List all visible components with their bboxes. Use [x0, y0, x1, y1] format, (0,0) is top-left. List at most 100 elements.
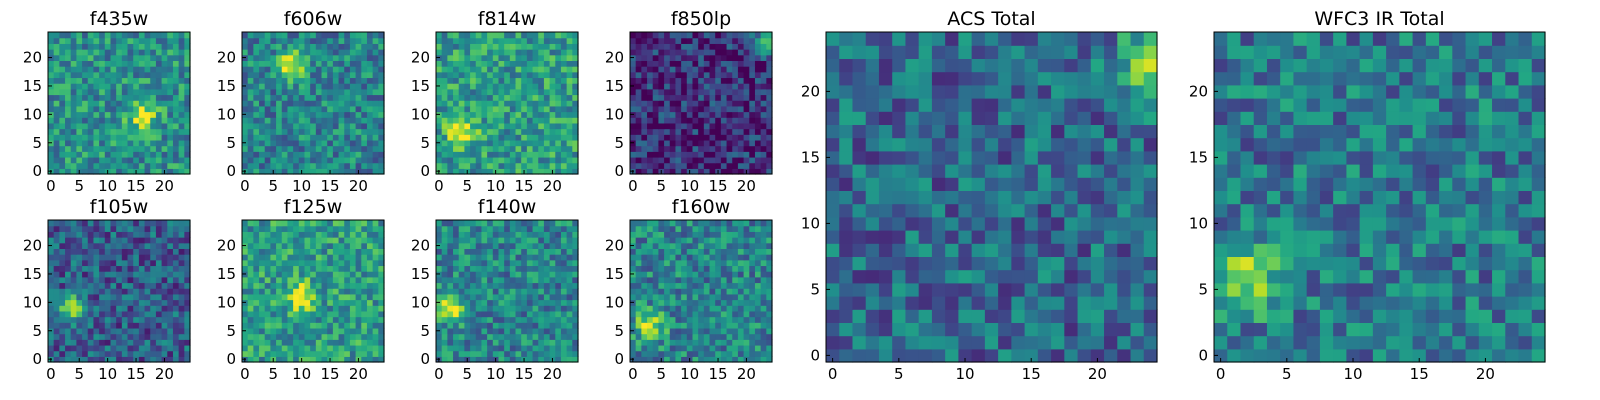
heatmap-cell	[259, 356, 266, 363]
heatmap-cell	[543, 134, 551, 141]
heatmap-cell	[332, 77, 340, 84]
heatmap-cell	[155, 225, 163, 232]
heatmap-cell	[366, 156, 374, 164]
heatmap-cell	[538, 248, 545, 255]
heatmap-cell	[635, 32, 642, 39]
heatmap-cell	[172, 322, 180, 329]
heatmap-cell	[82, 248, 89, 255]
heatmap-cell	[647, 322, 654, 329]
heatmap-cell	[549, 322, 556, 329]
heatmap-cell	[253, 145, 260, 152]
heatmap-cell	[715, 88, 722, 96]
heatmap-cell	[144, 339, 151, 346]
heatmap-cell	[253, 276, 260, 284]
heatmap-cell	[93, 60, 100, 67]
heatmap-cell	[65, 66, 72, 73]
heatmap-cell	[276, 77, 283, 84]
heatmap-cell	[464, 350, 471, 357]
heatmap-cell	[121, 117, 129, 124]
heatmap-cell	[65, 117, 72, 124]
heatmap-cell	[366, 117, 374, 124]
heatmap-cell	[641, 316, 648, 323]
heatmap-cell	[498, 100, 505, 107]
heatmap-cell	[87, 83, 95, 90]
heatmap-cell	[464, 225, 471, 232]
heatmap-cell	[133, 259, 140, 267]
heatmap-cell	[487, 225, 494, 232]
heatmap-cell	[754, 145, 762, 152]
heatmap-cell	[104, 88, 112, 96]
heatmap-cell	[658, 88, 665, 96]
heatmap-cell	[470, 54, 477, 61]
heatmap-cell	[436, 316, 443, 323]
heatmap-cell	[270, 43, 277, 50]
heatmap-cell	[378, 254, 385, 261]
heatmap-cell	[549, 344, 556, 352]
heatmap-cell	[521, 156, 528, 164]
heatmap-cell	[658, 293, 665, 301]
heatmap-cell	[458, 139, 465, 147]
heatmap-cell	[161, 220, 168, 227]
heatmap-cell	[549, 105, 556, 113]
heatmap-cell	[82, 225, 89, 232]
heatmap-cell	[99, 60, 106, 67]
heatmap-cell	[532, 254, 539, 261]
heatmap-cell	[749, 49, 756, 56]
heatmap-cell	[641, 32, 648, 39]
heatmap-cell	[355, 271, 362, 278]
heatmap-cell	[59, 49, 66, 56]
heatmap-cell	[686, 259, 694, 267]
heatmap-cell	[127, 145, 134, 152]
heatmap-cell	[715, 276, 722, 284]
heatmap-cell	[766, 66, 773, 73]
heatmap-cell	[270, 105, 277, 113]
heatmap-cell	[344, 282, 351, 289]
heatmap-cell	[464, 254, 471, 261]
heatmap-cell	[726, 293, 733, 301]
heatmap-cell	[436, 145, 443, 152]
heatmap-cell	[766, 168, 773, 175]
heatmap-cell	[172, 327, 180, 335]
heatmap-cell	[664, 117, 671, 124]
heatmap-cell	[498, 225, 505, 232]
heatmap-cell	[464, 339, 471, 346]
heatmap-cell	[76, 333, 83, 340]
heatmap-cell	[726, 83, 733, 90]
heatmap-cell	[635, 105, 642, 113]
heatmap-cell	[287, 350, 294, 357]
heatmap-cell	[264, 265, 271, 272]
heatmap-cell	[664, 77, 671, 84]
heatmap-cell	[743, 43, 750, 50]
heatmap-cell	[344, 60, 351, 67]
heatmap-cell	[70, 220, 77, 227]
heatmap-cell	[93, 139, 100, 147]
heatmap-cell	[543, 128, 551, 135]
heatmap-cell	[515, 356, 522, 363]
heatmap-cell	[344, 168, 351, 175]
heatmap-cell	[127, 310, 134, 318]
x-tick-label: 15	[320, 177, 339, 195]
heatmap-cell	[276, 265, 283, 272]
heatmap-cell	[293, 242, 300, 249]
heatmap-cell	[155, 316, 163, 323]
heatmap-cell	[150, 271, 157, 278]
heatmap-cell	[48, 100, 55, 107]
heatmap-cell	[760, 305, 767, 312]
heatmap-cell	[447, 71, 454, 79]
heatmap-cell	[543, 151, 551, 158]
heatmap-cell	[538, 225, 545, 232]
heatmap-cell	[652, 83, 659, 90]
heatmap-cell	[504, 105, 511, 113]
heatmap-cell	[447, 60, 454, 67]
heatmap-cell	[65, 231, 72, 238]
heatmap-cell	[172, 88, 180, 96]
heatmap-cell	[504, 100, 511, 107]
heatmap-cell	[48, 162, 55, 169]
heatmap-cell	[664, 271, 671, 278]
x-tick-label: 5	[268, 365, 278, 383]
heatmap-cell	[327, 145, 334, 152]
heatmap-cell	[766, 333, 773, 340]
heatmap-cell	[538, 339, 545, 346]
heatmap-cell	[441, 271, 448, 278]
heatmap-cell	[93, 134, 100, 141]
